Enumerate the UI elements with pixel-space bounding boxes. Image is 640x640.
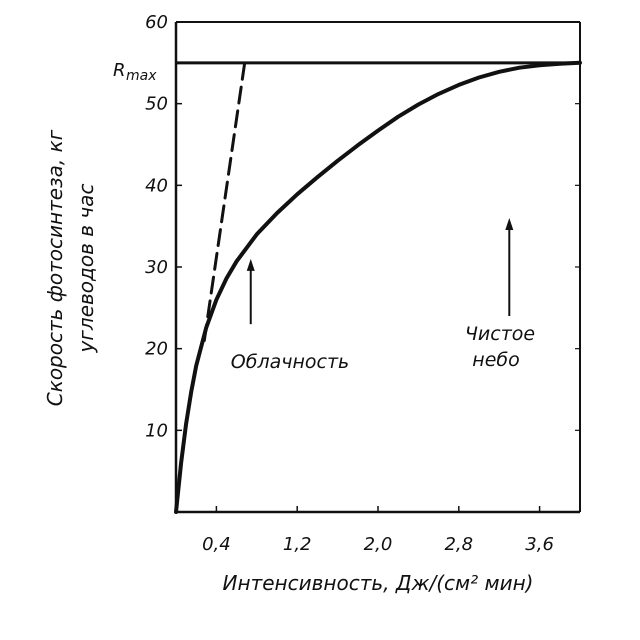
series-group [174, 60, 582, 514]
rmax-label-main: R [113, 60, 126, 81]
photosynthesis-curve [174, 60, 582, 514]
y-axis-title-line1: Скорость фотосинтеза, кг [43, 129, 67, 406]
x-tick-label: 0,4 [202, 534, 231, 555]
y-tick-label: 50 [145, 94, 168, 115]
clear-sky-arrow-head [505, 218, 514, 230]
clear-sky-label-line2: небо [472, 349, 519, 371]
plot-frame [174, 21, 581, 514]
x-tick-label: 2,0 [364, 534, 393, 555]
rmax-label-sub: max [126, 68, 157, 84]
cloudiness-arrow-head [246, 258, 255, 271]
y-axis-ticks: 10 20 30 40 50 60 [145, 12, 580, 441]
x-tick-label: 2,8 [444, 534, 473, 555]
y-axis-title-line2: углеводов в час [74, 184, 98, 354]
y-tick-label: 30 [145, 257, 168, 278]
clear-sky-label-line1: Чистое [465, 323, 535, 345]
x-axis-title: Интенсивность, Дж/(см² мин) [223, 571, 534, 595]
y-tick-label: 10 [145, 420, 168, 441]
x-tick-label: 1,2 [283, 534, 312, 555]
cloudiness-label: Облачность [231, 351, 349, 373]
x-tick-label: 3,6 [525, 534, 554, 555]
x-axis-ticks: 0,4 1,2 2,0 2,8 3,6 [202, 506, 554, 555]
initial-slope-dashed-line [202, 61, 247, 342]
annotations-group: Облачность Чистое небо [231, 218, 535, 373]
y-tick-label: 40 [145, 175, 168, 196]
y-tick-label: 20 [145, 339, 168, 360]
y-tick-label: 60 [145, 12, 168, 33]
